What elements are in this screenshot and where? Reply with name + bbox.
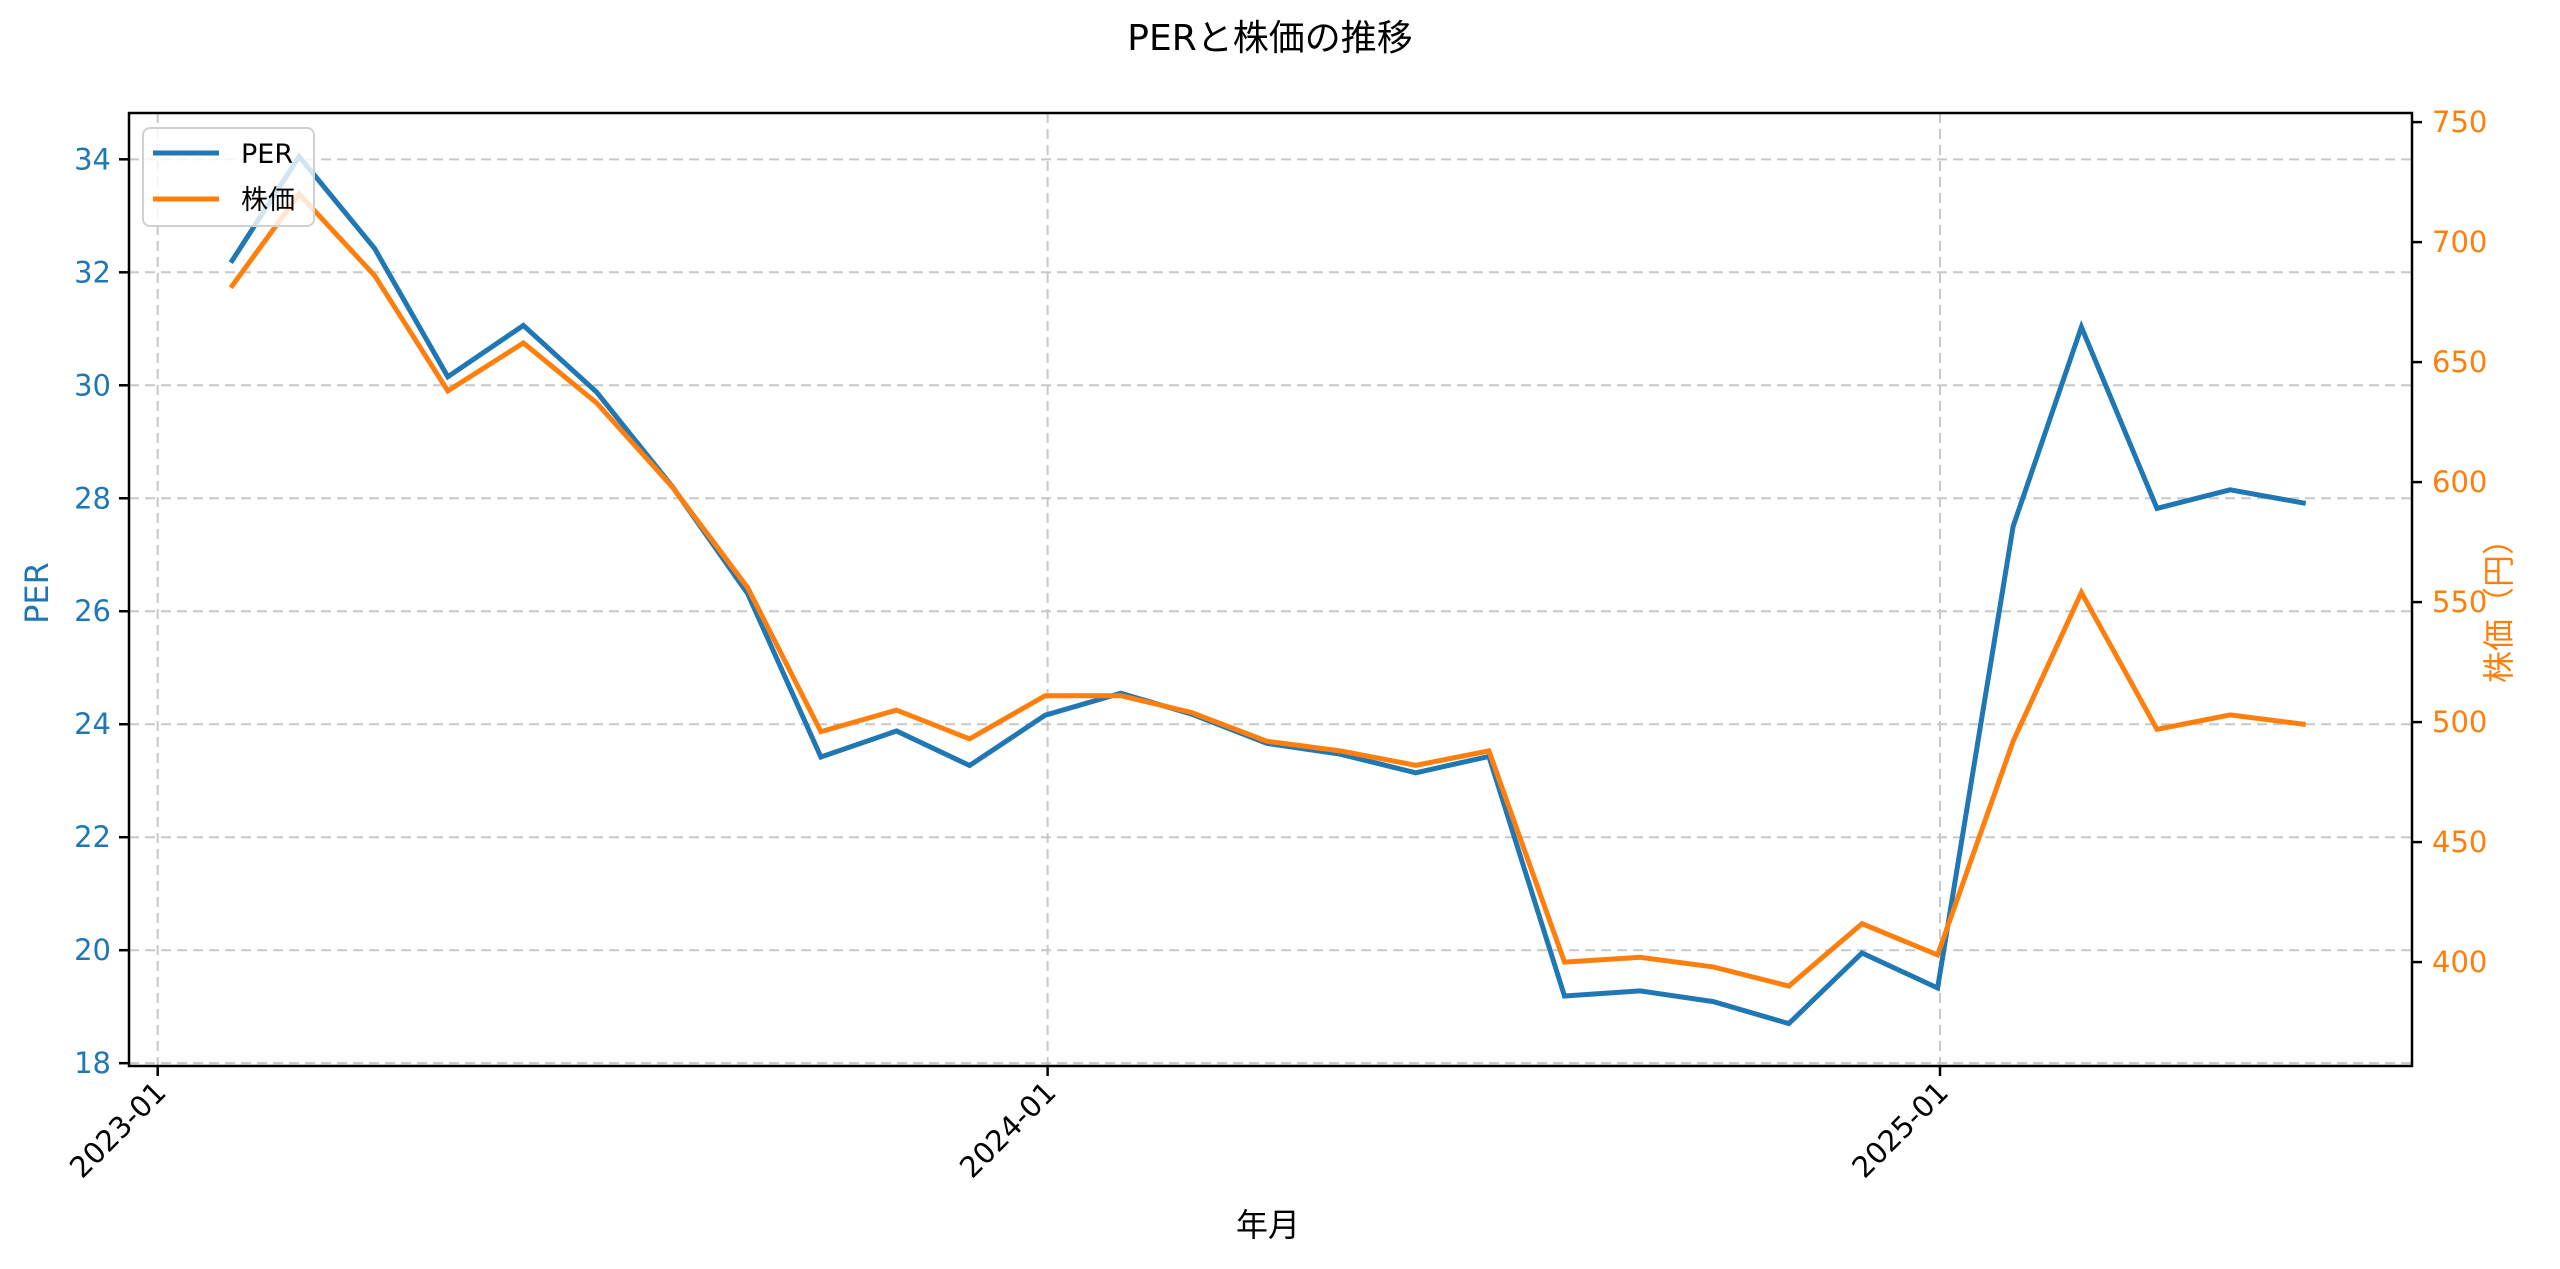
y-right-tick-label: 550 [2432, 585, 2487, 619]
y-left-tick-label: 18 [74, 1046, 111, 1080]
y-right-tick-label: 400 [2432, 945, 2487, 979]
y-axis-right: 400 450 500 550 600 650 700 750 [2412, 105, 2487, 979]
y-left-tick-label: 22 [74, 820, 111, 854]
price-line [228, 190, 2307, 989]
y-axis-right-label: 株価（円） [2480, 523, 2518, 683]
chart-title: PERと株価の推移 [1127, 18, 1412, 59]
x-axis-label: 年月 [1236, 1206, 1300, 1244]
plot-series [228, 152, 2307, 1027]
legend: PER 株価 [142, 127, 315, 227]
y-left-tick-label: 26 [74, 594, 111, 628]
y-left-tick-label: 20 [74, 933, 111, 967]
y-right-tick-label: 600 [2432, 465, 2487, 499]
y-axis-left: 18 20 22 24 26 28 30 32 34 [74, 142, 129, 1080]
y-right-tick-label: 650 [2432, 345, 2487, 379]
x-axis: 2023-01 2024-01 2025-01 [63, 1066, 1955, 1185]
y-left-tick-label: 28 [74, 481, 111, 515]
plot-frame [127, 111, 2414, 1068]
y-axis-left-label: PER [18, 562, 56, 624]
y-left-tick-label: 32 [74, 255, 111, 289]
legend-per-label: PER [241, 139, 293, 170]
y-left-tick-label: 30 [74, 368, 111, 402]
per-line [228, 152, 2307, 1027]
y-right-tick-label: 700 [2432, 225, 2487, 259]
x-tick-label: 2024-01 [953, 1075, 1063, 1185]
y-left-tick-label: 24 [74, 707, 111, 741]
x-tick-label: 2025-01 [1845, 1075, 1955, 1185]
y-right-tick-label: 500 [2432, 705, 2487, 739]
y-right-tick-label: 750 [2432, 105, 2487, 139]
y-left-tick-label: 34 [74, 142, 111, 176]
x-tick-label: 2023-01 [63, 1075, 173, 1185]
legend-price-label: 株価 [241, 185, 295, 216]
grid-lines [129, 113, 2412, 1066]
y-right-tick-label: 450 [2432, 825, 2487, 859]
